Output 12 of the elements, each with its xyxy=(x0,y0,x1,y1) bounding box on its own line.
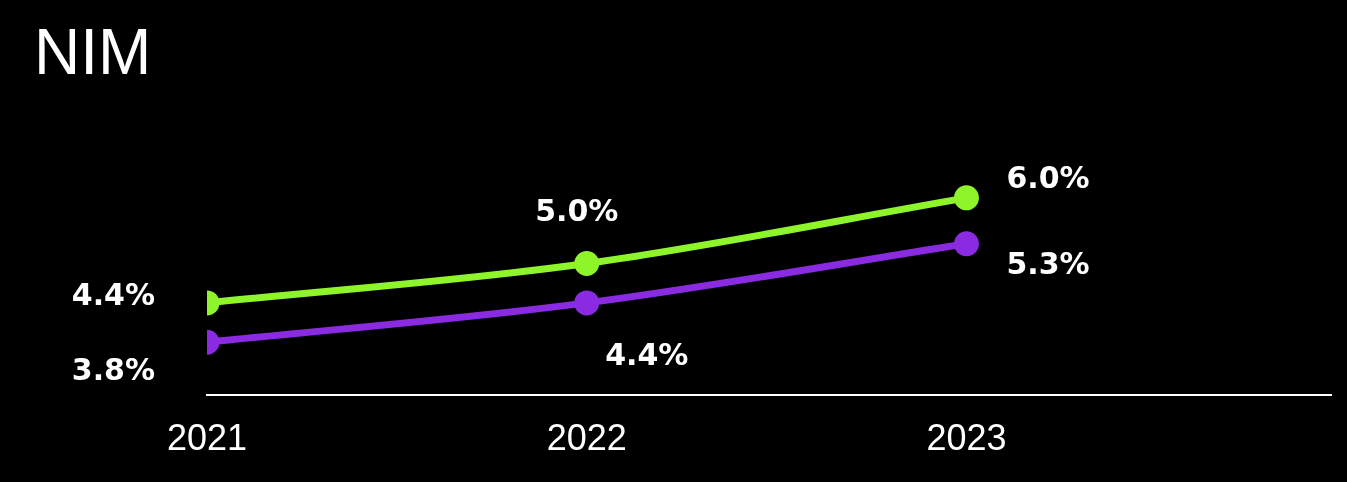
x-tick-label: 2022 xyxy=(546,417,627,459)
data-label: 5.0% xyxy=(535,193,619,229)
chart-title: NIM xyxy=(34,15,152,90)
data-label: 3.8% xyxy=(71,352,155,388)
data-label: 4.4% xyxy=(605,336,689,372)
x-tick-label: 2021 xyxy=(166,417,248,459)
data-label: 6.0% xyxy=(1006,159,1090,195)
data-label: 5.3% xyxy=(1006,245,1090,281)
point xyxy=(953,231,979,257)
x-tick-label: 2023 xyxy=(926,417,1007,459)
point xyxy=(953,185,979,211)
data-label: 4.4% xyxy=(71,276,155,312)
